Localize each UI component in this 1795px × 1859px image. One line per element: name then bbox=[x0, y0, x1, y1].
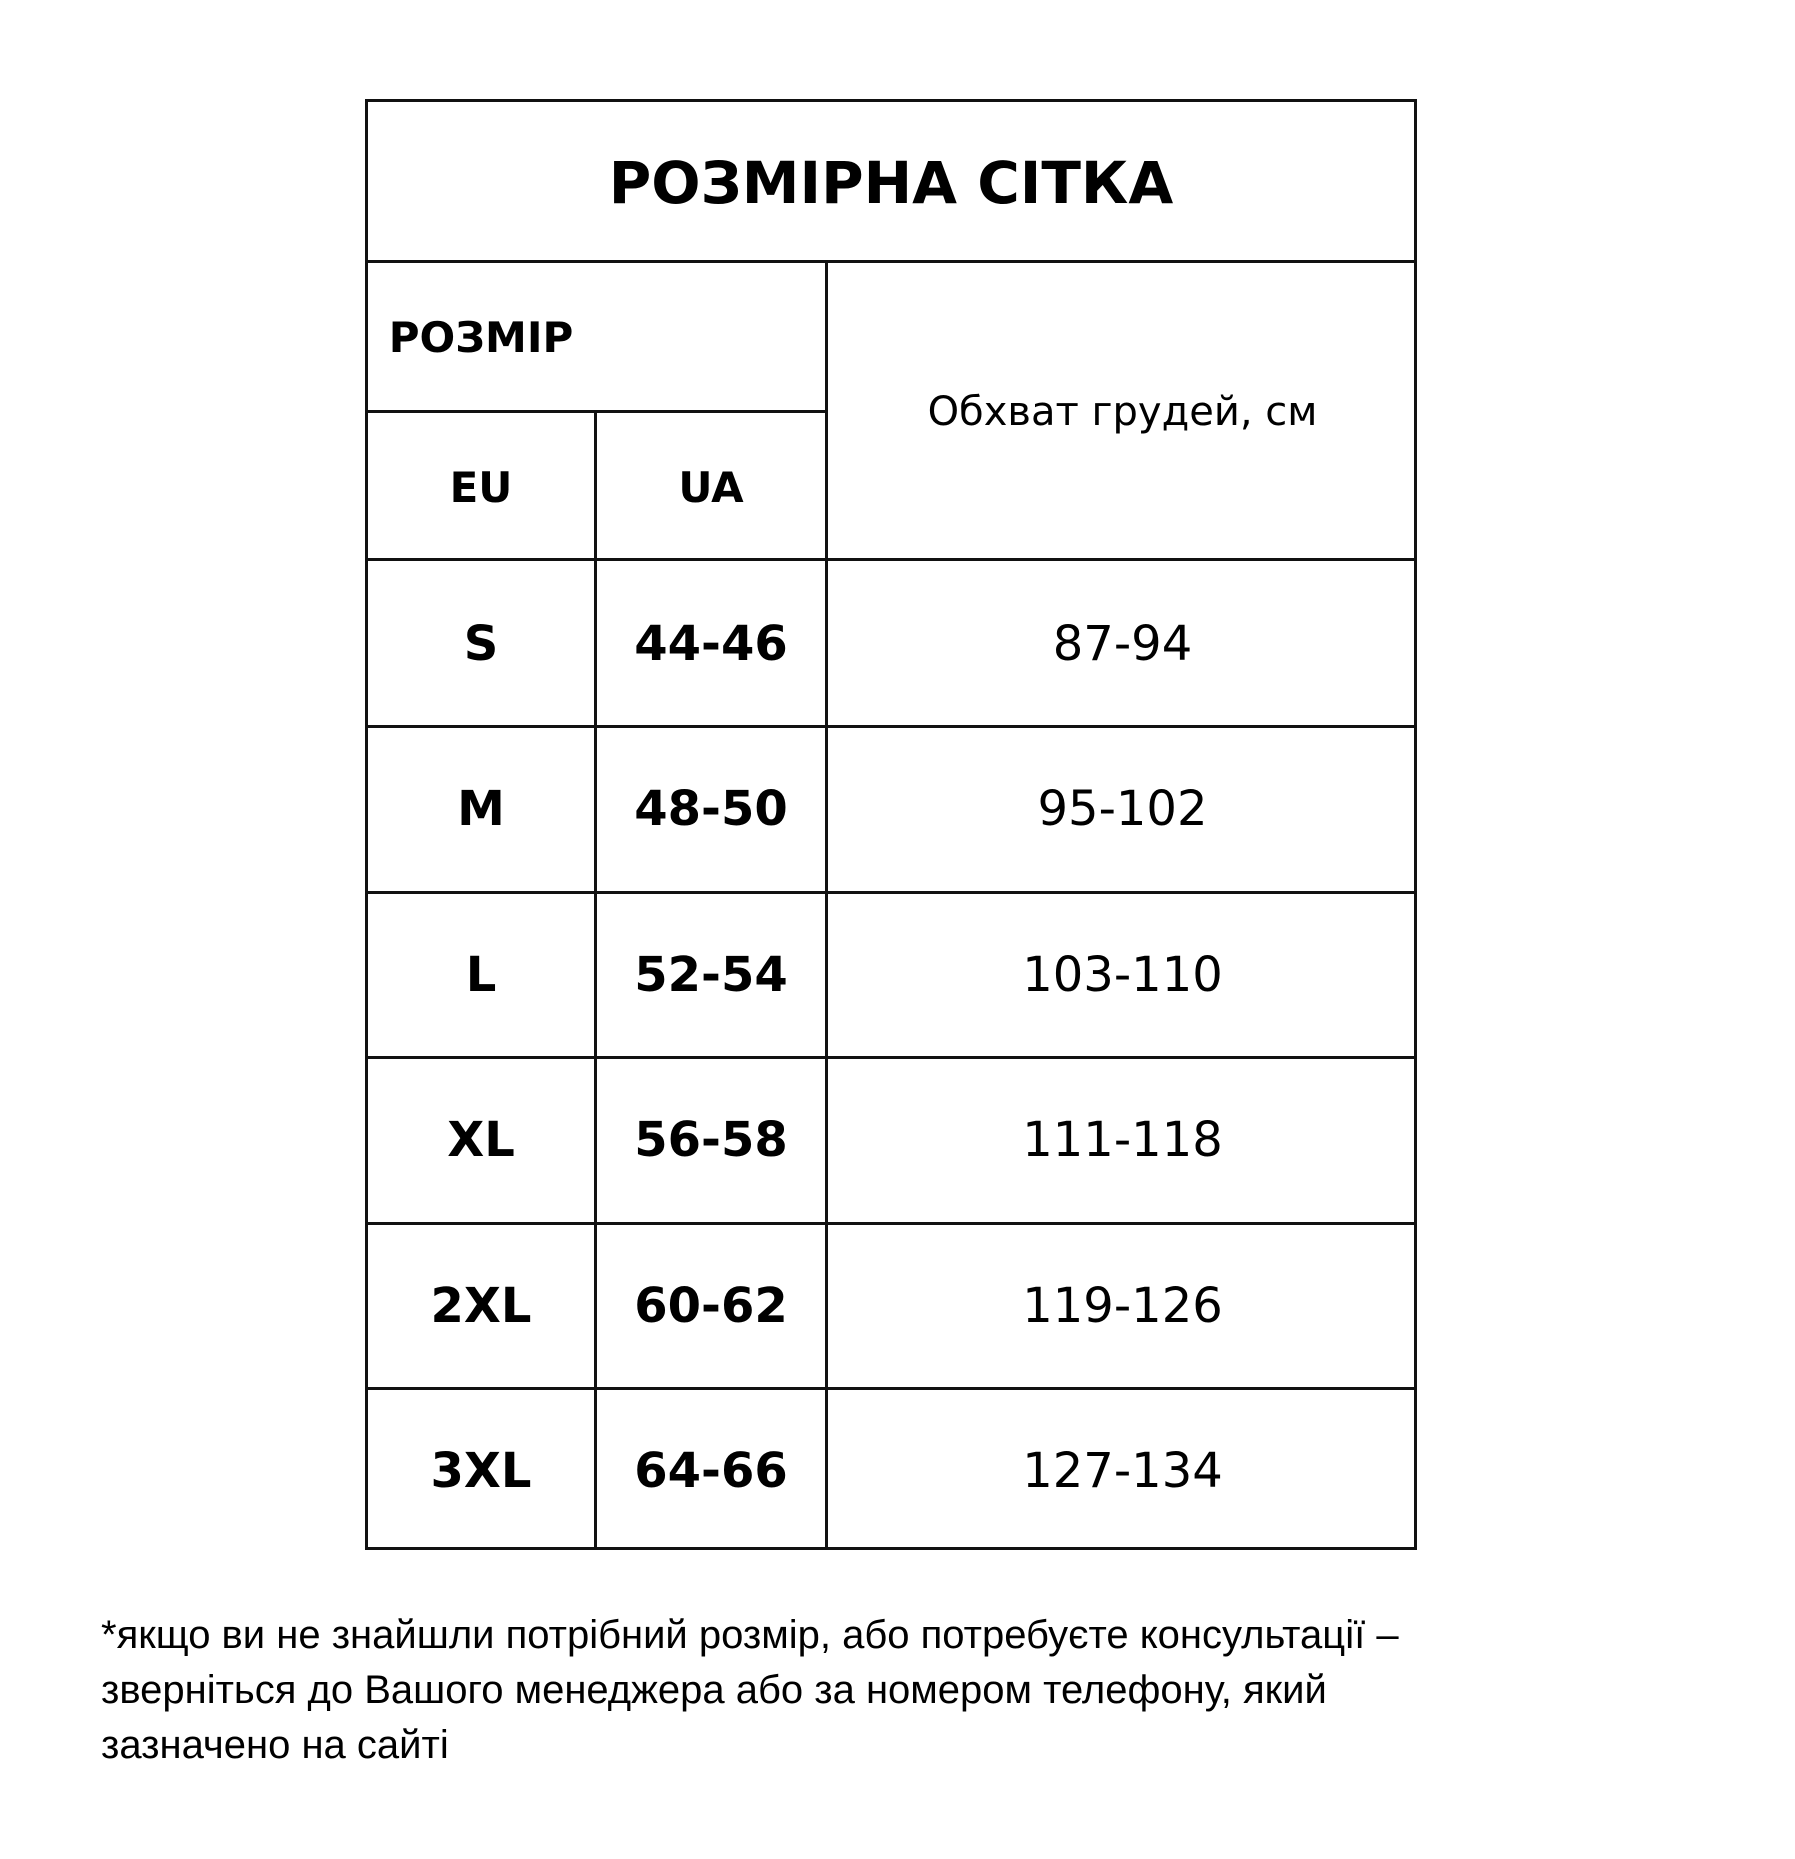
row-divider bbox=[368, 725, 1414, 728]
header-chest: Обхват грудей, см bbox=[927, 389, 1318, 435]
column-divider bbox=[594, 410, 597, 1550]
size-eu-cell: XL bbox=[447, 1112, 515, 1169]
size-ua-cell: 60-62 bbox=[634, 1277, 788, 1334]
size-ua-cell: 52-54 bbox=[634, 946, 788, 1003]
footnote-line: зверніться до Вашого менеджера або за но… bbox=[101, 1668, 1327, 1712]
row-divider bbox=[368, 1056, 1414, 1059]
size-eu-cell: M bbox=[457, 781, 505, 838]
size-ua-cell: 48-50 bbox=[634, 781, 788, 838]
footnote-line: зазначено на сайті bbox=[101, 1723, 449, 1767]
chest-cell: 127-134 bbox=[1022, 1443, 1223, 1500]
header-ua: UA bbox=[678, 462, 744, 512]
chest-cell: 87-94 bbox=[1052, 615, 1193, 672]
size-eu-cell: L bbox=[465, 946, 497, 1003]
divider bbox=[368, 260, 1414, 263]
footnote: *якщо ви не знайшли потрібний розмір, аб… bbox=[101, 1608, 1399, 1773]
size-ua-cell: 56-58 bbox=[634, 1112, 788, 1169]
chest-cell: 95-102 bbox=[1037, 781, 1208, 838]
size-ua-cell: 64-66 bbox=[634, 1443, 788, 1500]
divider bbox=[368, 558, 1414, 561]
chest-cell: 103-110 bbox=[1022, 946, 1223, 1003]
size-chart-table: РОЗМІРНА СІТКА РОЗМІР EU UA Обхват груде… bbox=[365, 99, 1417, 1550]
footnote-line: *якщо ви не знайшли потрібний розмір, аб… bbox=[101, 1613, 1399, 1657]
row-divider bbox=[368, 890, 1414, 894]
row-divider bbox=[368, 1221, 1414, 1225]
column-divider bbox=[825, 263, 828, 1550]
table-title: РОЗМІРНА СІТКА bbox=[608, 148, 1174, 217]
chest-cell: 111-118 bbox=[1022, 1112, 1223, 1169]
size-eu-cell: 2XL bbox=[430, 1277, 532, 1334]
size-eu-cell: 3XL bbox=[430, 1443, 532, 1500]
size-eu-cell: S bbox=[463, 615, 499, 672]
header-size-group: РОЗМІР bbox=[388, 313, 574, 362]
row-divider bbox=[368, 1387, 1414, 1390]
header-eu: EU bbox=[449, 462, 513, 512]
chest-cell: 119-126 bbox=[1022, 1277, 1223, 1334]
size-ua-cell: 44-46 bbox=[634, 615, 788, 672]
